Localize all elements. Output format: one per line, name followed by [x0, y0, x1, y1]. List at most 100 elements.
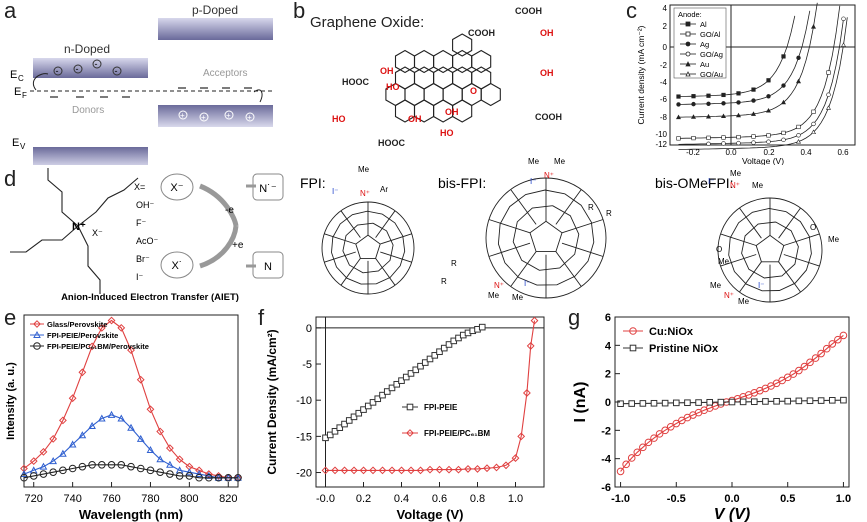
svg-text:-8: -8 — [660, 113, 668, 122]
e-point — [98, 461, 106, 469]
c-point — [811, 121, 816, 127]
e-legend: Glass/Perovskite FPI-PEIE/Perovskite FPI-P… — [30, 320, 149, 351]
e-point — [49, 457, 58, 465]
g-point — [822, 344, 831, 353]
g-point — [739, 398, 747, 406]
e-point — [29, 457, 38, 466]
svg-text:-2: -2 — [660, 61, 668, 70]
svg-text:N˙⁻: N˙⁻ — [259, 183, 277, 195]
e-point — [107, 316, 116, 325]
fpi-label: FPI: — [300, 175, 326, 191]
e-point — [49, 434, 58, 443]
g-point — [684, 399, 691, 407]
c-point — [826, 92, 831, 97]
g-point — [783, 373, 792, 382]
panel-label-b: b — [293, 0, 306, 23]
go-hexagon — [413, 49, 435, 74]
e-series — [20, 316, 242, 482]
e-point — [195, 473, 203, 482]
f-point — [360, 406, 367, 413]
svg-text:HOOC: HOOC — [378, 138, 406, 148]
go-hexagon — [452, 49, 473, 74]
svg-text:I⁻: I⁻ — [758, 281, 764, 290]
tbaX-structure — [10, 168, 139, 294]
f-point — [397, 466, 406, 475]
graphene-oxide-structure: Graphene Oxide: COOH COOH OH OH HOOC HO … — [310, 6, 562, 148]
f-legend-marker — [406, 429, 414, 437]
svg-text:-: - — [56, 66, 59, 76]
c-ylabel: Current density (mA cm⁻²) — [636, 25, 646, 124]
svg-text:COOH: COOH — [468, 28, 495, 38]
svg-text:-0.2: -0.2 — [686, 148, 700, 157]
f-point — [350, 466, 358, 475]
svg-text:Ar: Ar — [380, 185, 388, 194]
g-point — [839, 331, 848, 340]
c-point — [796, 133, 801, 138]
aiet-caption: Anion-Induced Electron Transfer (AIET) — [61, 292, 239, 303]
f-ytick-label: -5 — [302, 359, 312, 371]
c-point — [751, 98, 756, 103]
panel-e-chart: 720 740 760 780 800 820 Wavelength (nm) Inten… — [5, 314, 242, 522]
svg-text:-: - — [115, 66, 118, 76]
fullerene-bond — [778, 207, 801, 239]
svg-text:COOH: COOH — [535, 112, 562, 122]
g-xtick-label: 0.5 — [780, 493, 795, 505]
g-legend-marker — [629, 344, 637, 352]
e-xtick-label: 820 — [219, 493, 237, 505]
e-point — [20, 470, 28, 478]
p-doped-label: p-Doped — [192, 3, 238, 17]
f-point — [435, 465, 444, 474]
fullerene-bond — [720, 254, 757, 267]
go-groups: COOH COOH OH OH HOOC HO O OH OH OH HO HO… — [332, 6, 562, 148]
c-point — [705, 113, 712, 119]
c-point — [736, 100, 741, 105]
e-point — [59, 416, 67, 425]
e-point — [127, 346, 135, 355]
g-xticks: -1.0 -0.5 0.0 0.5 1.0 — [611, 482, 851, 505]
g-ytick-label: -4 — [601, 454, 612, 466]
f-point — [492, 463, 501, 472]
c-point — [691, 135, 696, 141]
g-point — [644, 438, 653, 447]
fullerene-bond — [380, 233, 412, 245]
e-point — [88, 342, 96, 351]
e-point — [136, 375, 145, 384]
c-point — [765, 108, 772, 113]
svg-text:N⁺: N⁺ — [724, 291, 734, 300]
svg-text:X⁻: X⁻ — [170, 182, 183, 194]
svg-text:GO/Al: GO/Al — [700, 30, 721, 39]
c-point — [781, 137, 786, 143]
svg-text:0.0: 0.0 — [725, 148, 737, 157]
c-point — [750, 111, 757, 116]
f-xtick-label: 0.6 — [432, 493, 447, 505]
c-point — [706, 93, 711, 98]
c-point — [706, 141, 711, 147]
c-point — [736, 134, 741, 140]
go-hexagon — [433, 49, 454, 74]
e-point — [39, 462, 48, 470]
svg-text:I⁻: I⁻ — [332, 187, 338, 196]
g-point — [750, 398, 758, 406]
e-point — [39, 470, 48, 478]
e-point — [29, 472, 38, 480]
p-doped-band — [158, 18, 273, 40]
e-point — [204, 471, 213, 479]
f-point — [464, 465, 472, 473]
f-xtick-label: 1.0 — [508, 493, 523, 505]
svg-text:Me: Me — [718, 257, 730, 266]
fullerene-bond — [561, 242, 604, 257]
e-point — [88, 461, 96, 469]
svg-text:+: + — [180, 111, 185, 120]
c-legend-title: Anode: — [678, 10, 702, 19]
panel-label-a: a — [4, 0, 17, 23]
c-point — [751, 134, 756, 139]
aiet-scheme: N⁺ X⁻ X= OH⁻ F⁻ AcO⁻ Br⁻ I⁻ X⁻ X˙ N˙⁻ N … — [10, 168, 284, 303]
c-point — [721, 92, 726, 98]
f-point — [440, 344, 448, 352]
f-point — [417, 362, 424, 370]
g-point — [778, 376, 786, 385]
f-point — [359, 466, 368, 475]
c-point — [751, 87, 756, 92]
svg-text:HO: HO — [386, 82, 400, 92]
svg-text:Me: Me — [710, 281, 722, 290]
